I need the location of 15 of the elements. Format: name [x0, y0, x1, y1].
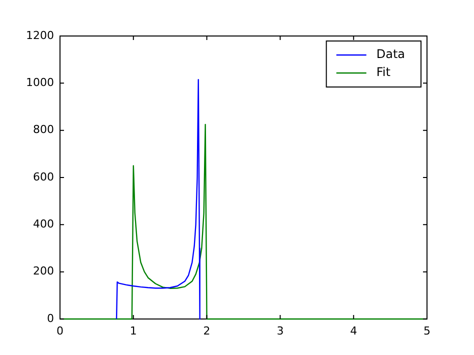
y-tick-label: 1200: [26, 28, 54, 42]
y-tick-label: 1000: [26, 76, 54, 90]
legend-label: Data: [376, 47, 406, 62]
x-tick-label: 2: [203, 324, 210, 338]
y-tick-label: 0: [47, 312, 54, 325]
y-tick-label: 400: [33, 218, 54, 231]
x-tick-label: 4: [350, 324, 358, 338]
y-tick-label: 800: [33, 123, 54, 136]
y-tick-label: 200: [33, 264, 54, 278]
x-tick-label: 5: [424, 324, 430, 338]
x-tick-label: 0: [56, 324, 64, 338]
x-tick-label: 3: [276, 324, 284, 338]
x-tick-label: 1: [130, 324, 137, 338]
legend-label: Fit: [376, 65, 391, 80]
y-tick-label: 600: [33, 170, 54, 184]
